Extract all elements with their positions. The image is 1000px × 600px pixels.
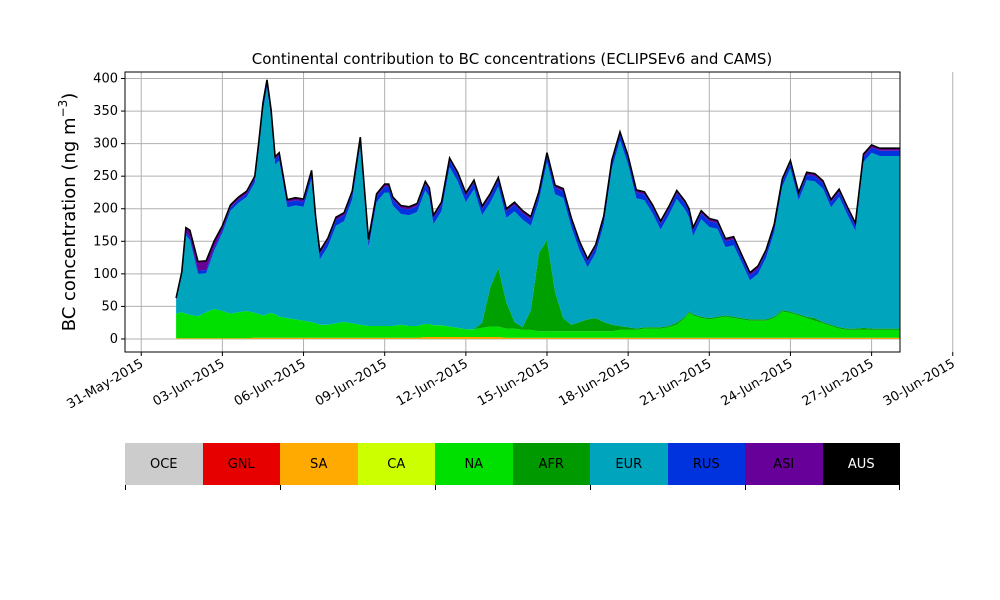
x-tick-label: 18-Jun-2015 (556, 356, 633, 409)
total-line (175, 79, 900, 299)
legend-label: EUR (615, 456, 643, 472)
x-tick-label: 03-Jun-2015 (151, 356, 228, 409)
stacked-areas (175, 79, 901, 339)
legend-cell-ca: CA (357, 443, 435, 485)
y-tick-label: 400 (93, 72, 118, 87)
area-na (176, 309, 901, 339)
y-tick-label: 150 (93, 234, 118, 249)
area-eur (176, 87, 901, 330)
legend-label: AUS (847, 456, 875, 472)
y-tick-label: 50 (101, 299, 118, 314)
y-axis-label-close: ) (59, 93, 80, 100)
chart-title: Continental contribution to BC concentra… (252, 50, 773, 68)
colorbar-ticks (125, 485, 900, 490)
legend-label: AFR (538, 456, 564, 472)
legend-cell-rus: RUS (667, 443, 745, 485)
legend-cell-aus: AUS (822, 443, 900, 485)
area-sa (176, 337, 901, 339)
x-tick-label: 31-May-2015 (65, 356, 147, 412)
x-tick-label: 21-Jun-2015 (637, 356, 714, 409)
x-tick-label: 09-Jun-2015 (313, 356, 390, 409)
legend-label: GNL (227, 456, 255, 472)
x-tick-label: 24-Jun-2015 (719, 356, 796, 409)
y-tick-label: 350 (93, 104, 118, 119)
legend-cell-sa: SA (280, 443, 358, 485)
y-axis-label-sup: −3 (56, 100, 70, 118)
y-axis-label: BC concentration (ng m−3) (56, 93, 80, 332)
y-tick-label: 300 (93, 137, 118, 152)
x-tick-label: 30-Jun-2015 (881, 356, 958, 409)
legend-cell-afr: AFR (512, 443, 590, 485)
plot-frame (124, 71, 901, 353)
x-tick-label: 27-Jun-2015 (800, 356, 877, 409)
y-tick-label: 100 (93, 267, 118, 282)
legend-cell-asi: ASI (745, 443, 823, 485)
legend-label: SA (310, 456, 328, 472)
y-tick-label: 0 (110, 332, 118, 347)
legend-cell-gnl: GNL (202, 443, 280, 485)
x-tick-label: 06-Jun-2015 (232, 356, 309, 409)
legend-label: NA (464, 456, 484, 472)
legend-label: ASI (773, 456, 795, 472)
legend-label: CA (387, 456, 406, 472)
legend-cell-eur: EUR (590, 443, 668, 485)
y-tick-label: 200 (93, 202, 118, 217)
y-axis-label-main: BC concentration (ng m (59, 117, 80, 331)
legend-cell-oce: OCE (125, 443, 203, 485)
legend-label: RUS (692, 456, 720, 472)
x-tick-label: 15-Jun-2015 (475, 356, 552, 409)
bc-area-chart: Continental contribution to BC concentra… (56, 50, 958, 412)
y-tick-label: 250 (93, 169, 118, 184)
legend-label: OCE (149, 456, 178, 472)
x-tick-label: 12-Jun-2015 (394, 356, 471, 409)
region-colorbar: OCE GNL SA CA NA AFR EUR RUS ASI AUS (125, 443, 900, 485)
legend-cell-na: NA (435, 443, 513, 485)
area-afr (176, 240, 901, 332)
